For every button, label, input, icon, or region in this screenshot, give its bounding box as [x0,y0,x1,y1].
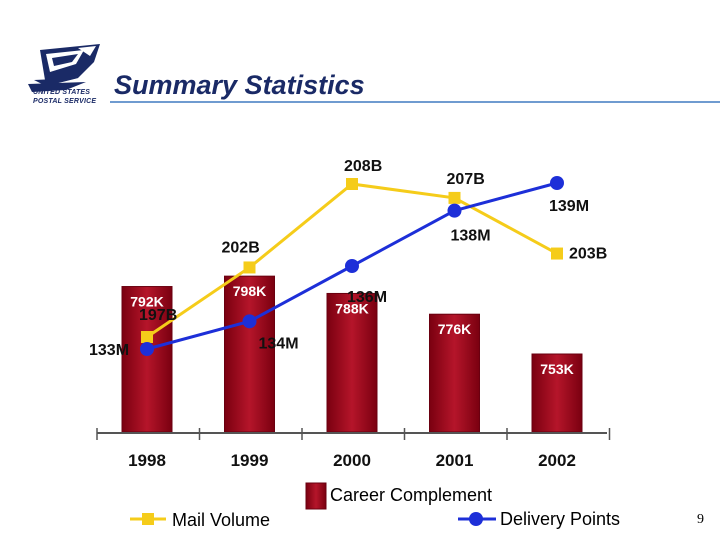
marker-mail-volume [346,178,358,190]
x-tick-label: 1999 [231,451,269,470]
marker-delivery-points [140,342,154,356]
marker-mail-volume [243,261,256,274]
mail-volume-data-label: 208B [344,158,382,175]
bar-career-complement [224,275,275,433]
x-tick-label: 2000 [333,451,371,470]
bar-career-complement [531,353,583,433]
x-tick-label: 2002 [538,451,576,470]
bar-data-label: 788K [335,300,368,316]
page-number: 9 [697,512,704,527]
page-title: Summary Statistics [114,70,365,100]
marker-mail-volume [141,331,153,343]
delivery-points-data-label: 136M [347,289,387,306]
bar-career-complement [326,292,378,433]
marker-delivery-points [550,176,564,190]
delivery-points-data-label: 139M [549,198,589,215]
legend-label-mail-volume: Mail Volume [172,510,270,530]
x-tick-label: 1998 [128,451,166,470]
bar-data-label: 776K [438,321,471,337]
delivery-points-data-label: 133M [89,342,129,359]
bar-career-complement [121,286,173,433]
delivery-points-data-label: 138M [451,228,491,245]
delivery-points-data-label: 134M [259,335,299,352]
title-divider [110,101,720,103]
marker-mail-volume [551,247,563,260]
bar-data-label: 792K [130,294,163,310]
legend-swatch-career-complement [305,482,327,510]
bar-career-complement [429,313,480,433]
x-tick-label: 2001 [436,451,474,470]
legend-label-career-complement: Career Complement [330,485,492,505]
bar-data-label: 798K [233,283,266,299]
marker-delivery-points [447,203,462,218]
eagle-icon [28,44,100,92]
bar-data-label: 753K [540,361,573,377]
legend-marker-mail-volume [142,513,154,525]
legend-label-delivery-points: Delivery Points [500,509,620,529]
marker-mail-volume [448,191,461,204]
mail-volume-data-label: 202B [222,239,260,256]
mail-volume-data-label: 197B [139,307,177,324]
mail-volume-data-label: 203B [569,246,607,263]
logo-text-line-2: POSTAL SERVICE [33,98,97,105]
marker-delivery-points [345,259,359,273]
mail-volume-data-label: 207B [447,171,485,188]
marker-delivery-points [242,314,257,329]
logo-text-line-1: UNITED STATES [33,89,91,96]
legend-marker-delivery-points [469,512,483,526]
